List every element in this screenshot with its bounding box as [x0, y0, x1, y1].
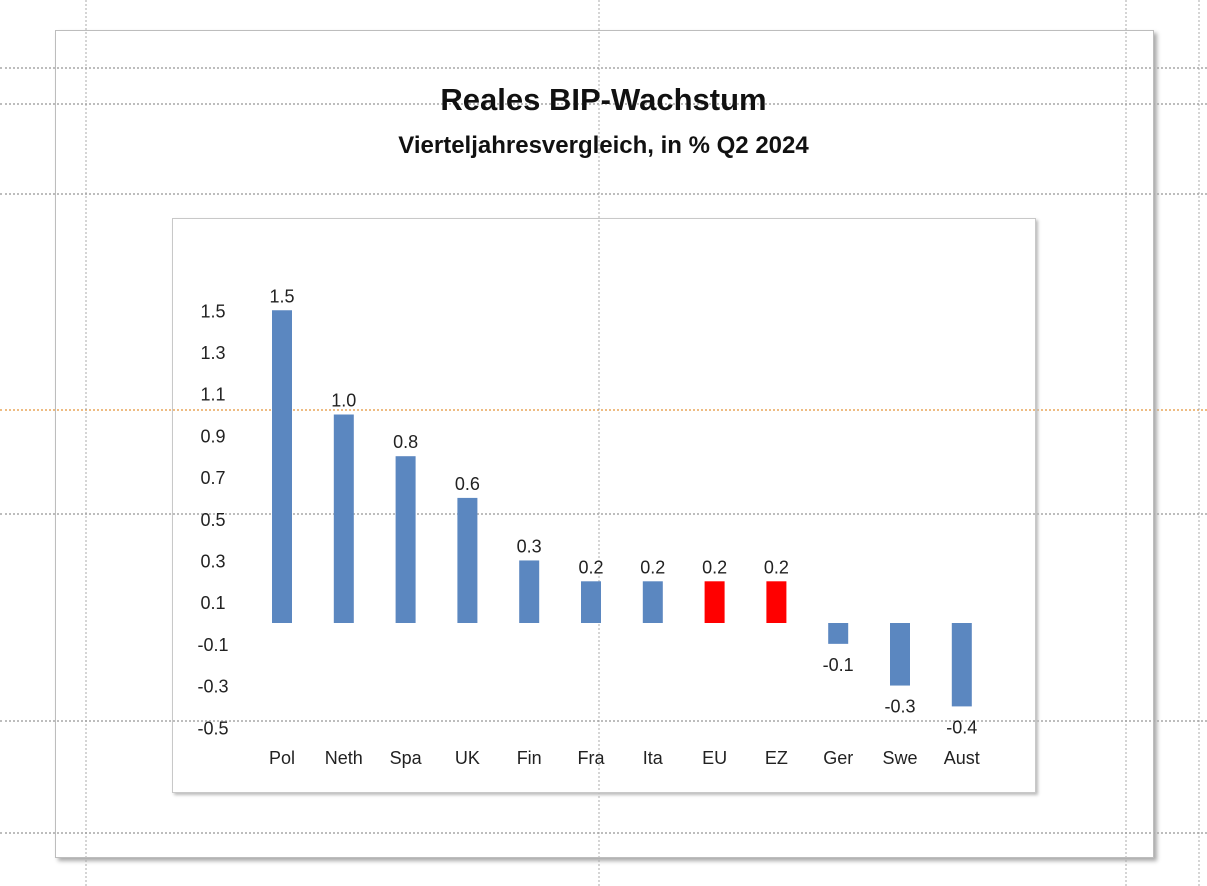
bar-ez	[766, 581, 787, 623]
data-label: 1.5	[269, 286, 294, 306]
y-tick-label: 0.1	[200, 593, 225, 613]
data-label: 0.2	[578, 557, 603, 577]
data-label: 0.2	[764, 557, 789, 577]
x-tick-label: Spa	[390, 748, 423, 768]
bar-fra	[581, 581, 601, 623]
data-label: 0.6	[455, 474, 480, 494]
chart-frame	[55, 30, 1154, 858]
bar-ger	[828, 623, 849, 644]
data-label: 0.2	[640, 557, 665, 577]
x-tick-label: Fin	[517, 748, 542, 768]
x-tick-label: Neth	[325, 748, 363, 768]
bar-eu	[704, 581, 725, 623]
chart-subtitle: Vierteljahresvergleich, in % Q2 2024	[398, 132, 809, 159]
plot-area	[172, 218, 1036, 793]
y-tick-label: -0.5	[197, 718, 228, 738]
y-tick-label: 0.5	[200, 510, 225, 530]
bar-spa	[395, 456, 416, 623]
y-tick-label: 0.9	[200, 426, 225, 446]
data-label: 0.3	[517, 536, 542, 556]
y-tick-label: 1.5	[200, 301, 225, 321]
y-tick-label: 1.1	[200, 385, 225, 405]
data-label: 1.0	[331, 391, 356, 411]
x-tick-label: Ger	[823, 748, 853, 768]
y-tick-label: 0.7	[200, 468, 225, 488]
x-tick-label: Swe	[882, 748, 917, 768]
y-tick-label: 0.3	[200, 551, 225, 571]
data-label: -0.1	[823, 655, 854, 675]
x-tick-label: Pol	[269, 748, 295, 768]
y-tick-label: -0.3	[197, 677, 228, 697]
bar-fin	[519, 560, 540, 623]
chart-title: Reales BIP-Wachstum	[440, 82, 767, 117]
x-tick-label: EU	[702, 748, 727, 768]
bar-pol	[272, 310, 292, 623]
bar-swe	[890, 623, 910, 686]
y-tick-label: -0.1	[197, 635, 228, 655]
data-label: 0.2	[702, 557, 727, 577]
data-label: -0.4	[946, 717, 977, 737]
data-label: 0.8	[393, 432, 418, 452]
y-tick-label: 1.3	[200, 343, 225, 363]
data-label: -0.3	[884, 697, 915, 717]
x-tick-label: Ita	[643, 748, 664, 768]
bar-ita	[642, 581, 663, 623]
x-tick-label: Fra	[578, 748, 606, 768]
bar-uk	[457, 497, 478, 623]
x-tick-label: EZ	[765, 748, 788, 768]
bar-neth	[333, 414, 354, 623]
x-tick-label: Aust	[944, 748, 980, 768]
x-tick-label: UK	[455, 748, 480, 768]
bar-aust	[951, 623, 972, 707]
